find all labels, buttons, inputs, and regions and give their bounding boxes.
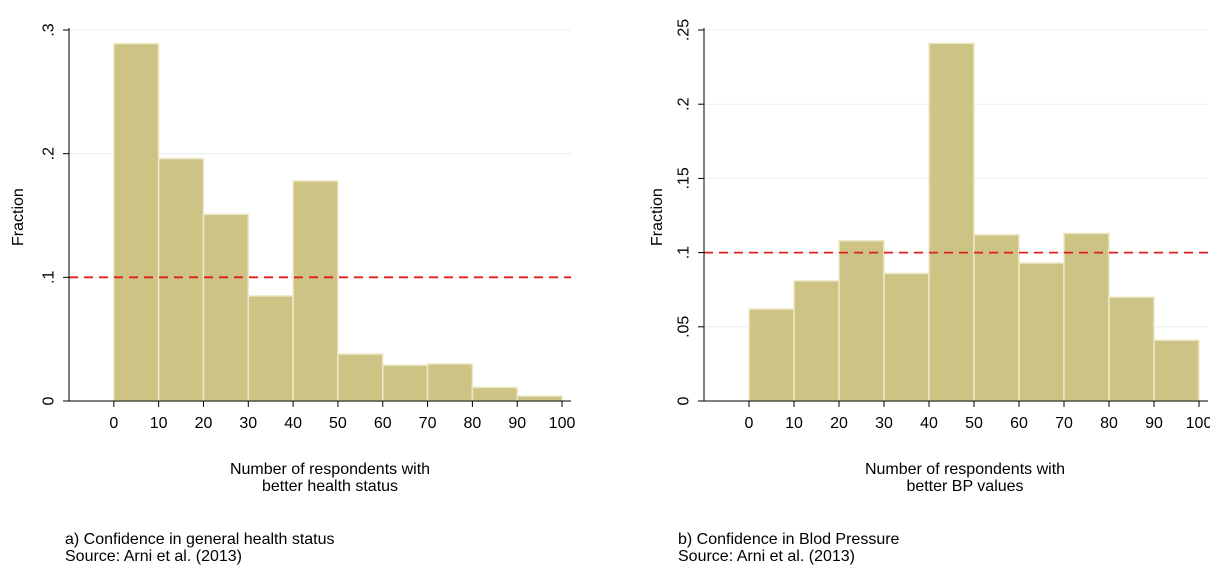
y-tick-label: .3: [41, 23, 58, 36]
y-tick-label: 0: [41, 396, 58, 405]
x-tick-label: 20: [195, 415, 213, 432]
x-tick-label: 40: [284, 415, 302, 432]
caption-source: Source: Arni et al. (2013): [678, 548, 855, 565]
x-tick-label: 80: [1100, 415, 1118, 432]
x-axis-title-line-2: better health status: [261, 478, 399, 495]
histogram-bar: [748, 308, 795, 402]
y-tick-label: .1: [41, 271, 58, 284]
x-tick-label: 90: [508, 415, 526, 432]
x-tick-label: 30: [875, 415, 893, 432]
x-axis-title-line-1: Number of respondents with: [864, 461, 1066, 478]
x-tick-label: 70: [1055, 415, 1073, 432]
y-tick-label: .15: [676, 167, 693, 189]
x-tick-label: 60: [374, 415, 392, 432]
histogram-bar: [337, 353, 384, 402]
histogram-bar: [928, 42, 975, 402]
x-tick-label: 60: [1010, 415, 1028, 432]
histogram-bar: [157, 157, 205, 402]
histogram-bar: [247, 295, 294, 402]
y-tick-label: .2: [676, 97, 693, 110]
histogram-bar: [516, 395, 563, 402]
y-tick-label: .25: [676, 19, 693, 41]
x-tick-label: 40: [920, 415, 938, 432]
x-tick-label: 70: [419, 415, 437, 432]
chart-panel-b: 0 .05 .1 .15 .2 .25 0 10 20 30 40 50 60 70 80 90 100 Fra…: [605, 0, 1210, 572]
histogram-bar: [113, 42, 160, 402]
histogram-bar: [382, 364, 429, 402]
y-axis-title: Fraction: [649, 188, 666, 246]
histogram-bar: [426, 363, 474, 402]
x-tick-label: 20: [830, 415, 848, 432]
y-tick-label: .05: [676, 316, 693, 338]
x-axis-title: Number of respondents with better BP val…: [805, 461, 1125, 495]
y-tick-label: .1: [676, 246, 693, 259]
histogram-bar: [838, 239, 885, 402]
y-tick-label: .2: [41, 147, 58, 160]
figure-caption: a) Confidence in general health status S…: [65, 531, 335, 565]
histogram-bar: [1108, 296, 1155, 402]
histogram-bar: [793, 280, 840, 402]
caption-title: a) Confidence in general health status: [65, 531, 335, 548]
histogram-bar: [883, 272, 930, 402]
histogram-bar: [471, 386, 518, 402]
x-axis-title-line-2: better BP values: [906, 478, 1024, 495]
figure-caption: b) Confidence in Blod Pressure Source: A…: [678, 531, 899, 565]
x-axis-title-line-1: Number of respondents with: [229, 461, 431, 478]
chart-panel-a: 0 .1 .2 .3 0 10 20 30 40 50 60 70 80 90 100 Fraction N…: [10, 23, 576, 565]
x-axis-title: Number of respondents with better health…: [170, 461, 490, 495]
x-tick-label: 0: [745, 415, 754, 432]
histogram-blood-pressure: 0 .05 .1 .15 .2 .25 0 10 20 30 40 50 60 70 80 90 100: [676, 19, 1210, 432]
x-tick-label: 10: [785, 415, 803, 432]
x-tick-label: 90: [1145, 415, 1163, 432]
x-tick-label: 30: [239, 415, 257, 432]
x-tick-label: 0: [109, 415, 118, 432]
y-axis-title: Fraction: [10, 188, 27, 246]
histogram-bar: [973, 234, 1020, 402]
histogram-bar: [292, 180, 339, 402]
histogram-bar: [1063, 232, 1110, 402]
x-tick-label: 10: [150, 415, 168, 432]
histogram-bar: [1153, 339, 1200, 402]
x-tick-label: 50: [329, 415, 347, 432]
histogram-bar: [202, 213, 250, 402]
caption-source: Source: Arni et al. (2013): [65, 548, 242, 565]
x-tick-label: 100: [1186, 415, 1210, 432]
y-tick-label: 0: [676, 396, 693, 405]
histogram-health-status: 0 .1 .2 .3 0 10 20 30 40 50 60 70 80 90 100: [41, 23, 576, 432]
x-tick-label: 100: [549, 415, 576, 432]
caption-title: b) Confidence in Blod Pressure: [678, 531, 900, 548]
x-tick-label: 80: [463, 415, 481, 432]
histogram-bar: [1018, 262, 1065, 402]
x-tick-label: 50: [965, 415, 983, 432]
